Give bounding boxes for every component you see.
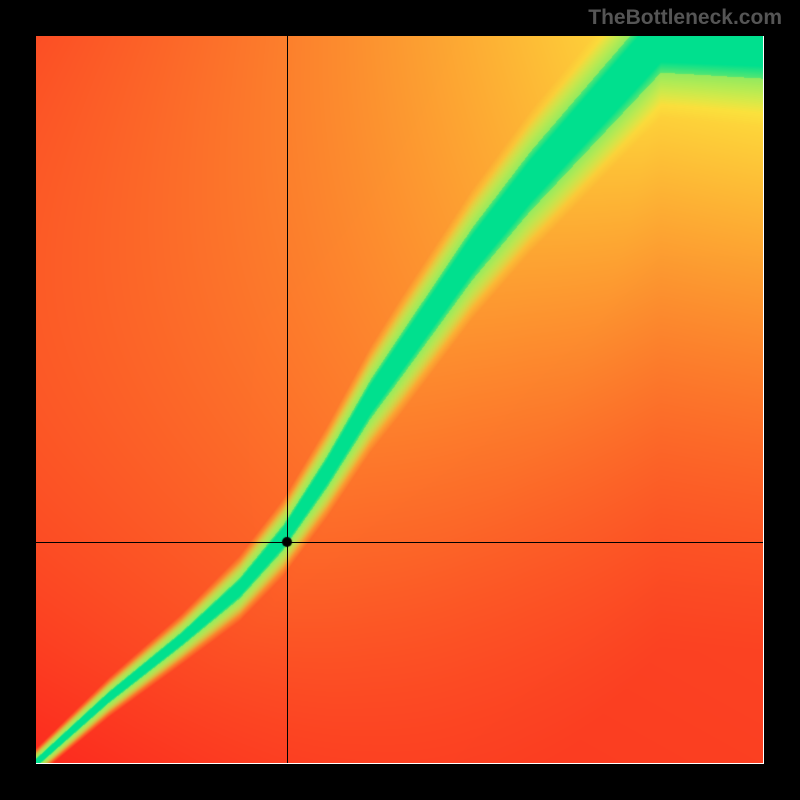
crosshair-marker [281, 536, 293, 548]
crosshair-horizontal [36, 542, 763, 543]
plot-container: { "attribution": "TheBottleneck.com", "a… [0, 0, 800, 800]
frame-border-right [764, 0, 800, 800]
frame-border-left [0, 0, 36, 800]
attribution-label: TheBottleneck.com [588, 6, 782, 30]
frame-border-bottom [0, 764, 800, 800]
crosshair-vertical [287, 36, 288, 763]
heatmap-canvas [36, 36, 763, 763]
